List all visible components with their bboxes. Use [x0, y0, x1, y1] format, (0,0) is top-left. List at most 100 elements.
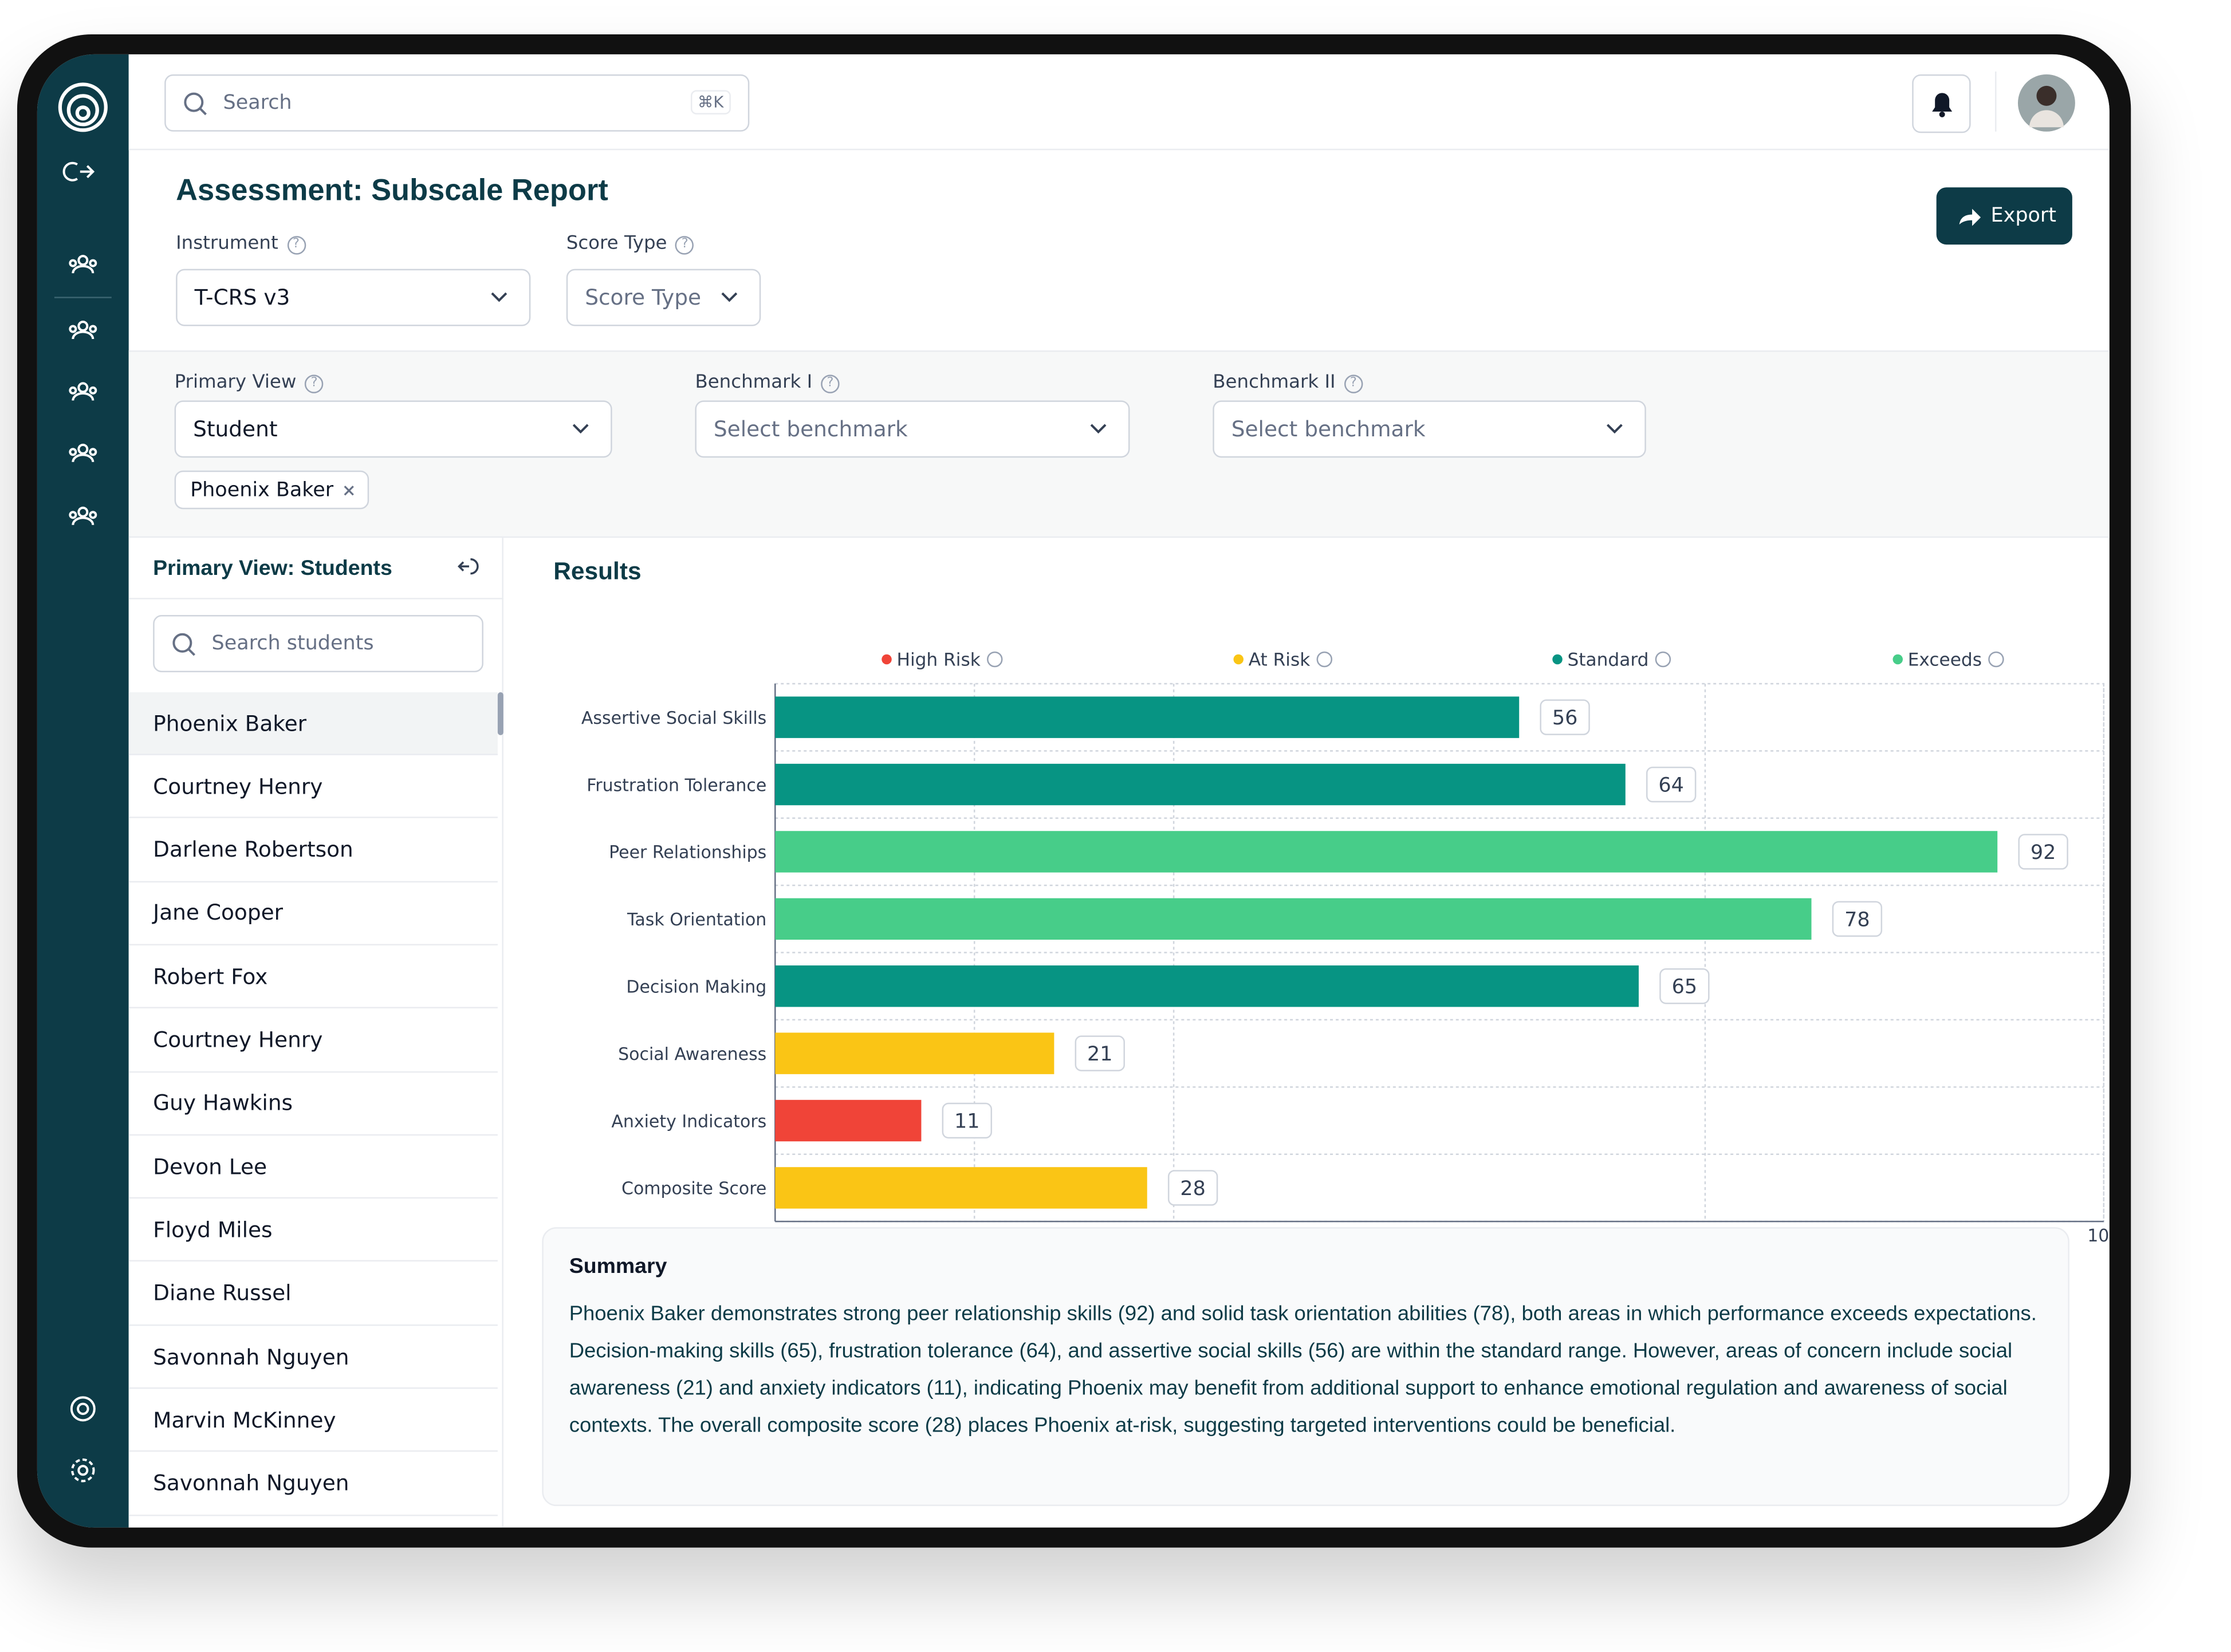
help-icon: ? [1344, 374, 1363, 393]
student-search[interactable]: Search students [153, 615, 483, 672]
sidebar-icons [54, 82, 112, 1483]
y-tick-label: Social Awareness [618, 1044, 766, 1064]
bar [775, 1099, 922, 1142]
bell-button[interactable] [1912, 74, 1971, 133]
collapse-icon[interactable] [455, 555, 481, 578]
bar [775, 898, 1812, 940]
legend-label: At Risk [1249, 650, 1311, 671]
value-label-box [1646, 766, 1697, 803]
student-item[interactable]: Floyd Miles [128, 1199, 498, 1263]
nav-group [69, 255, 97, 274]
legend-label: Standard [1567, 650, 1648, 671]
label-text: Instrument [176, 233, 278, 255]
search-placeholder: Search [223, 91, 292, 115]
help-icon: ? [305, 374, 324, 393]
screen: Search ⌘K Assessment: Subscale Report Ex… [37, 54, 2110, 1528]
student-item[interactable]: Guy Hawkins [128, 1073, 498, 1135]
chevron [491, 292, 507, 302]
student-item[interactable]: Marvin McKinney [128, 1389, 498, 1453]
label-text: Benchmark II [1213, 372, 1336, 393]
student-item[interactable]: Jane Cooper [128, 882, 498, 945]
y-tick-label: Decision Making [626, 977, 766, 997]
help-icon [1988, 651, 2004, 668]
value-label: 65 [1672, 976, 1697, 999]
bar [775, 1167, 1147, 1209]
search-icon [184, 92, 207, 116]
page-title: Assessment: Subscale Report [176, 174, 608, 208]
benchmark-1-dropdown[interactable]: Select benchmark [695, 400, 1130, 458]
dropdown-value: T-CRS v3 [194, 285, 290, 311]
export-label: Export [1990, 204, 2056, 228]
chart-title: Results [553, 558, 642, 585]
student-item[interactable]: Courtney Henry [128, 1009, 498, 1073]
chevron [1606, 424, 1623, 434]
search-icon [172, 633, 195, 656]
benchmark-1-label: Benchmark I? [695, 372, 840, 393]
legend-label: High Risk [896, 650, 980, 671]
bar [775, 763, 1626, 806]
x-tick-label: 100 [2087, 1226, 2110, 1246]
y-tick-label: Task Orientation [627, 910, 766, 930]
student-item[interactable]: Phoenix Baker [128, 692, 498, 755]
legend-label: Exceeds [1908, 650, 1982, 671]
bar [775, 696, 1520, 738]
label-text: Score Type [566, 233, 667, 255]
value-label: 64 [1658, 774, 1683, 797]
dropdown-placeholder: Select benchmark [1231, 416, 1426, 442]
shortcut: ⌘K [690, 90, 731, 115]
panel-title: Primary View: Students [153, 556, 392, 581]
help-icon [987, 651, 1003, 668]
instrument-dropdown[interactable]: T-CRS v3 [176, 269, 531, 326]
logo [58, 82, 108, 132]
student-item[interactable]: Devon Lee [128, 1135, 498, 1199]
student-item[interactable]: Savonnah Nguyen [128, 1453, 498, 1516]
value-label: 92 [2031, 841, 2056, 864]
dropdown-placeholder: Score Type [585, 285, 702, 311]
search-box[interactable]: Search ⌘K [164, 74, 750, 132]
chip-remove[interactable] [344, 485, 355, 496]
student-item[interactable]: Courtney Henry [128, 756, 498, 819]
value-label: 78 [1844, 908, 1870, 931]
label-text: Benchmark I [695, 372, 813, 393]
value-label-box [1659, 968, 1710, 1004]
primary-view-dropdown[interactable]: Student [174, 400, 612, 458]
chevron [1090, 424, 1107, 434]
bar [775, 965, 1639, 1007]
help-icon [1316, 651, 1333, 668]
student-item[interactable]: Diane Russel [128, 1263, 498, 1326]
value-label-box [942, 1102, 993, 1139]
filter-chip[interactable]: Phoenix Baker [174, 470, 369, 510]
divider [1995, 71, 1997, 132]
chevron [572, 424, 589, 434]
sidebar [37, 54, 129, 1528]
help-icon: ? [675, 236, 694, 255]
export-icon [1959, 208, 1981, 226]
benchmark-2-dropdown[interactable]: Select benchmark [1213, 400, 1646, 458]
benchmark-2-label: Benchmark II? [1213, 372, 1363, 393]
help-icon: ? [286, 236, 306, 255]
chevron [721, 292, 738, 302]
y-tick-label: Peer Relationships [609, 843, 766, 863]
instrument-label: Instrument? [176, 233, 306, 255]
legend-swatch [1892, 654, 1903, 665]
value-label-box [1167, 1170, 1218, 1206]
search-placeholder: Search students [211, 632, 374, 655]
value-label-box [1075, 1035, 1125, 1071]
dropdown-placeholder: Select benchmark [713, 416, 908, 442]
export-button[interactable]: Export [1936, 187, 2072, 245]
y-tick-label: Frustration Tolerance [587, 775, 766, 795]
help-icon: ? [821, 374, 840, 393]
bell-icon [1932, 93, 1953, 117]
label-text: Primary View [174, 372, 297, 393]
student-item[interactable]: Darlene Robertson [128, 819, 498, 882]
bar [775, 1032, 1054, 1074]
score-type-dropdown[interactable]: Score Type [566, 269, 761, 326]
student-item[interactable]: Savonnah Nguyen [128, 1326, 498, 1389]
y-tick-label: Composite Score [621, 1179, 766, 1199]
scrollbar [497, 692, 503, 735]
student-item[interactable]: Robert Fox [128, 946, 498, 1009]
legend-swatch [882, 654, 892, 665]
avatar[interactable] [2016, 73, 2076, 133]
